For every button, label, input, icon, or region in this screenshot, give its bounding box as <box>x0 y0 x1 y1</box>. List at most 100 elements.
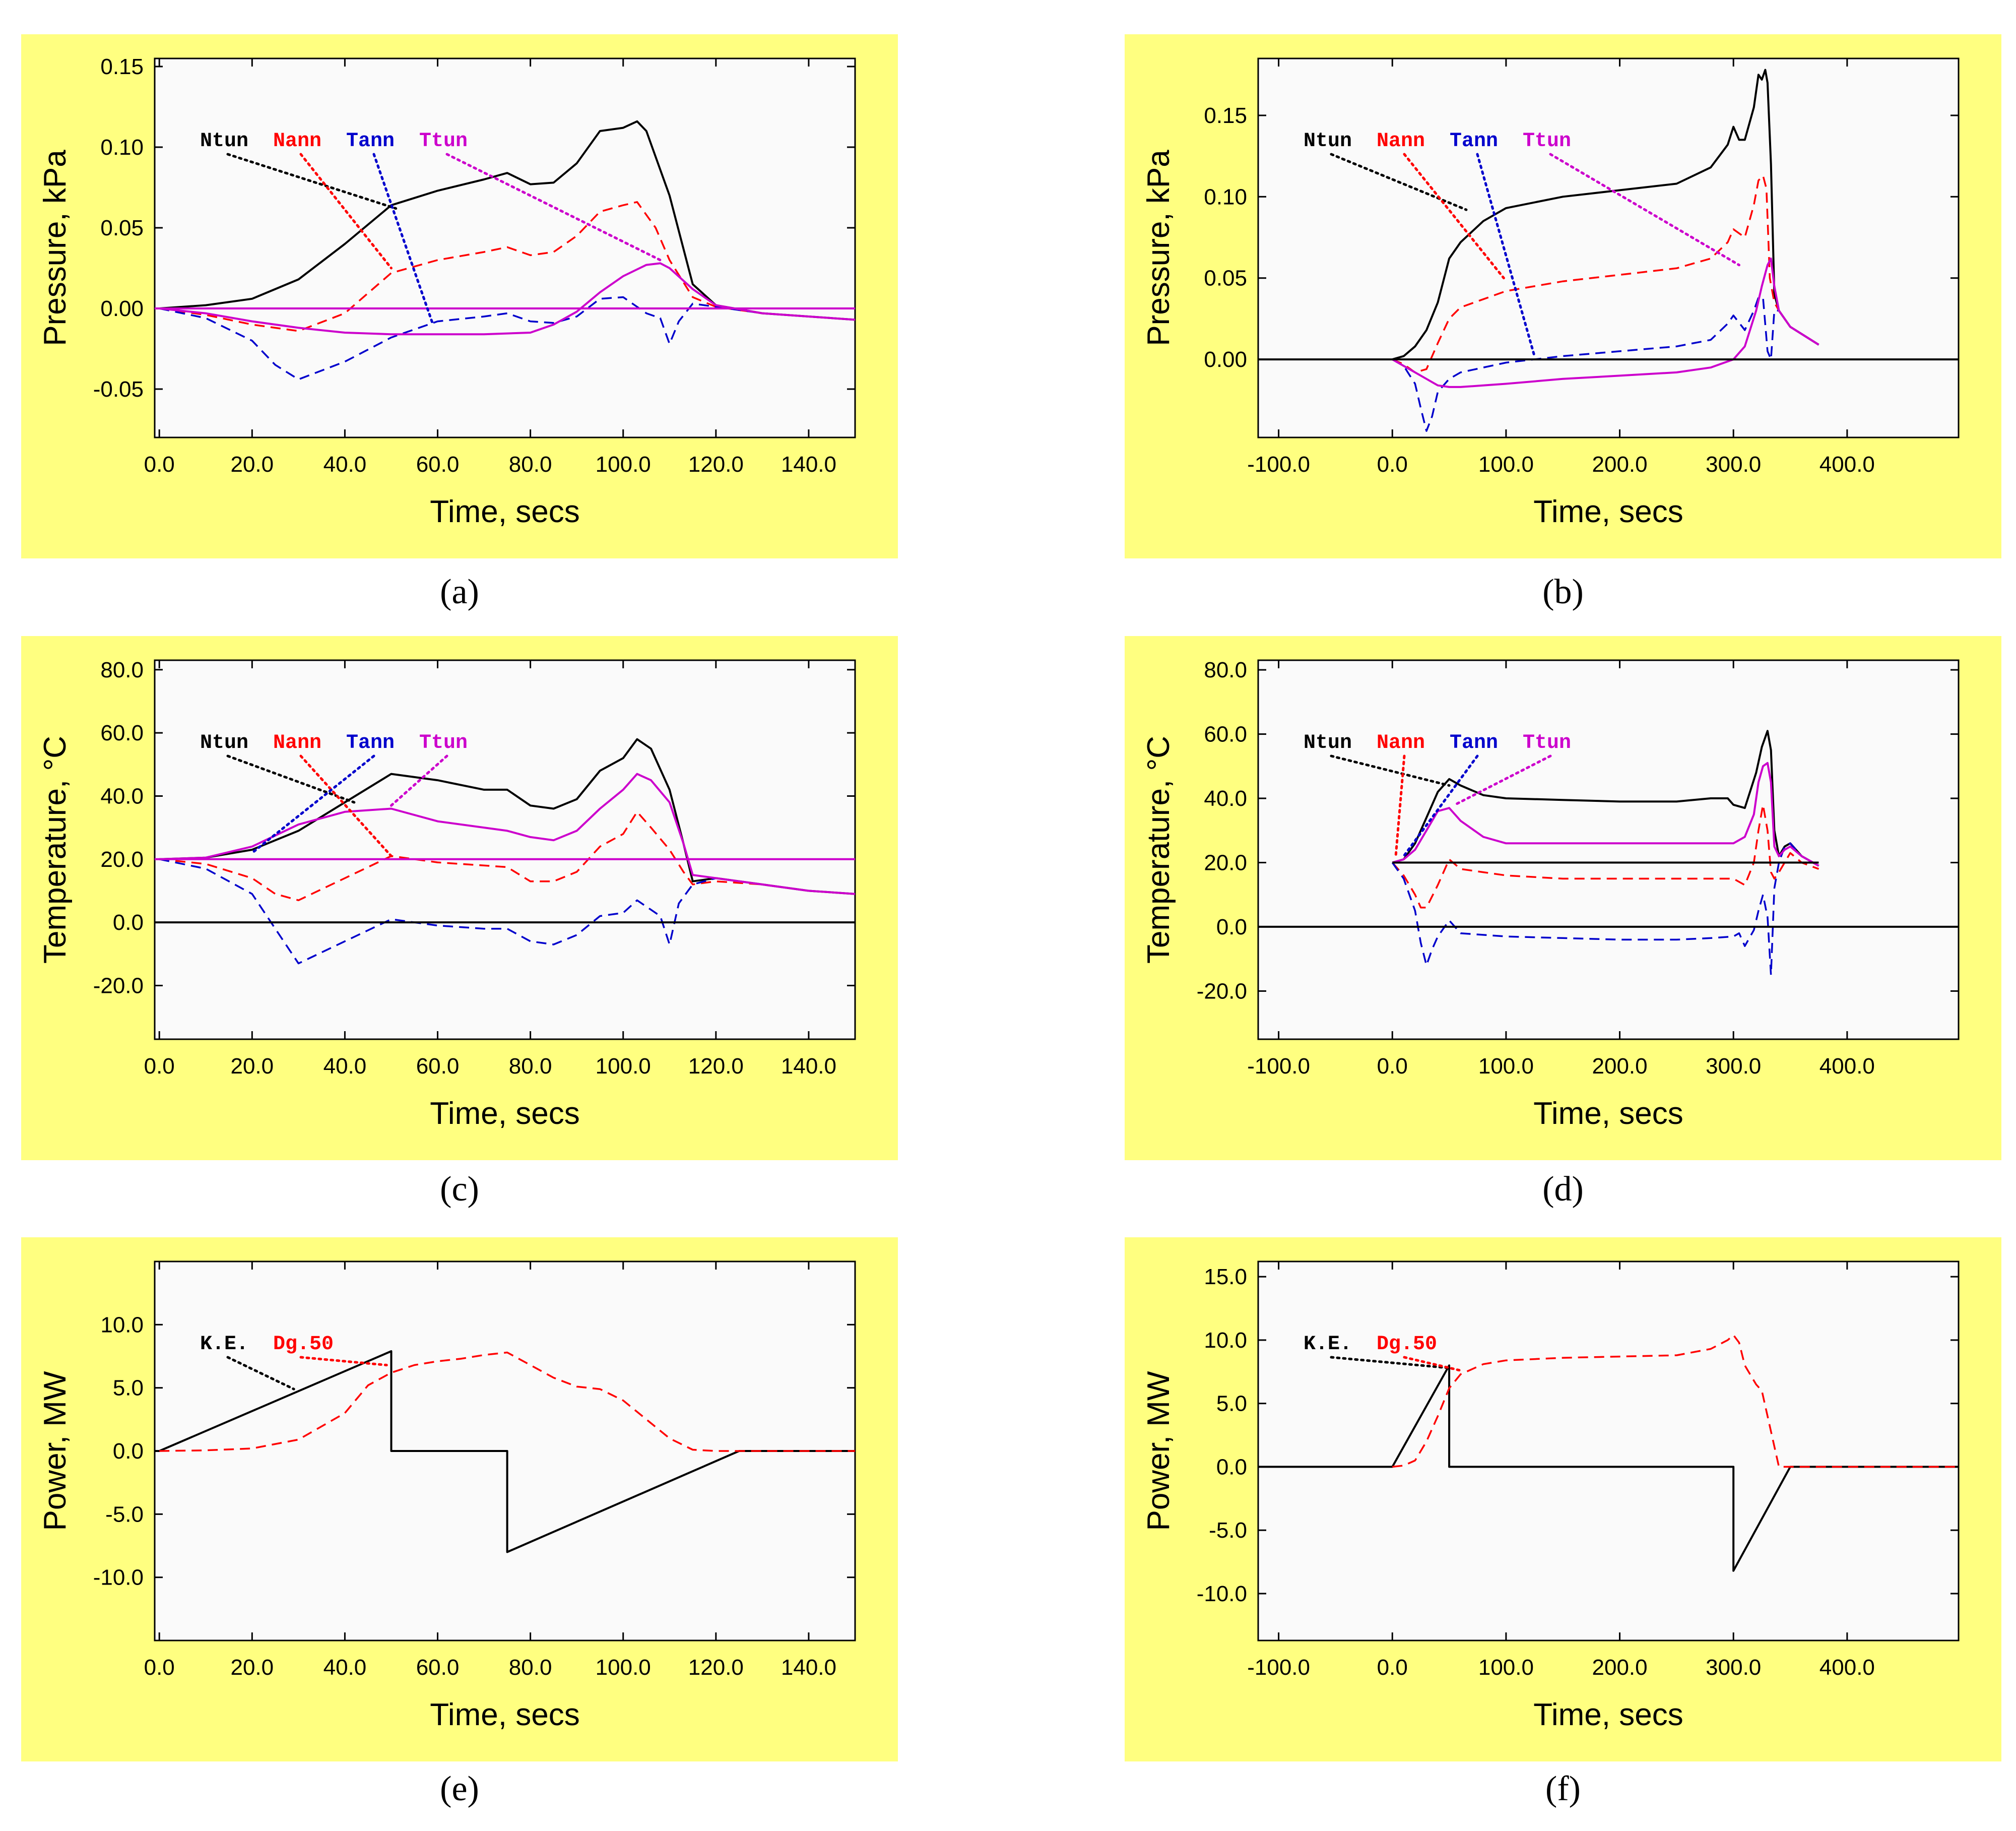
series-line-dg-50 <box>159 1351 855 1452</box>
y-tick-label: 0.0 <box>113 1439 144 1464</box>
x-tick-label: 400.0 <box>1819 1655 1875 1680</box>
x-tick-label: 60.0 <box>416 452 460 477</box>
y-tick-label: 0.0 <box>1216 1455 1247 1479</box>
legend-leader-line <box>1394 754 1406 858</box>
x-tick-label: 20.0 <box>230 1054 274 1079</box>
legend-label: Ntun <box>200 732 248 754</box>
chart-svg-a: 0.0 20.0 40.0 60.0 80.0 100.0 120.0 140.0 -0.05 0… <box>38 54 856 529</box>
series-group <box>155 738 855 965</box>
legend-label: K.E. <box>1304 1333 1352 1356</box>
y-tick-label: -10.0 <box>93 1565 144 1590</box>
y-tick-label: 20.0 <box>1204 850 1247 875</box>
x-axis-label: Time, secs <box>430 1697 579 1732</box>
x-tick-label: 20.0 <box>230 1655 274 1680</box>
y-axis-label: Power, MW <box>1141 1371 1176 1531</box>
chart-panel-e: 0.0 20.0 40.0 60.0 80.0 100.0 120.0 140.0 -10.0 -… <box>21 1237 898 1761</box>
y-axis-label: Temperature, °C <box>1141 736 1176 964</box>
x-tick-label: 80.0 <box>509 452 552 477</box>
series-line-ttun <box>159 773 855 895</box>
series-line-ttun <box>1392 762 1819 867</box>
series-line-ntun <box>159 738 855 895</box>
legend-leader-line <box>250 754 375 854</box>
legend-label: Tann <box>1450 732 1498 754</box>
x-tick-label: 100.0 <box>596 1054 651 1079</box>
legend-leader-line <box>1403 1356 1462 1372</box>
series-group <box>1258 1334 1959 1572</box>
series-line-tann <box>1391 842 1819 976</box>
series-line-dg-50 <box>1392 1334 1959 1468</box>
legend-label: Dg.50 <box>273 1333 334 1356</box>
x-tick-label: 100.0 <box>1478 452 1534 477</box>
y-tick-label: 0.0 <box>113 910 144 935</box>
series-line-tann <box>1392 296 1819 432</box>
legend-leader-line <box>226 1356 295 1391</box>
x-tick-label: 100.0 <box>1478 1655 1534 1680</box>
y-tick-label: 0.00 <box>1204 347 1247 372</box>
legend-label: Tann <box>346 732 395 754</box>
plot-area <box>154 659 856 1040</box>
x-tick-label: 80.0 <box>509 1655 552 1680</box>
y-tick-label: -20.0 <box>1197 979 1247 1003</box>
x-axis-label: Time, secs <box>1533 494 1683 529</box>
legend-leader-line <box>1330 153 1468 211</box>
y-tick-label: -5.0 <box>105 1502 144 1527</box>
x-tick-label: 300.0 <box>1706 1054 1761 1079</box>
y-tick-label: 40.0 <box>100 784 144 808</box>
legend-label: Tann <box>346 130 395 153</box>
chart-panel-a: 0.0 20.0 40.0 60.0 80.0 100.0 120.0 140.0 -0.05 0… <box>21 34 898 558</box>
legend-leader-line <box>389 754 448 807</box>
y-axis-label: Temperature, °C <box>38 736 73 964</box>
plot-area <box>1257 57 1960 438</box>
x-tick-label: 40.0 <box>323 1655 367 1680</box>
x-tick-label: 40.0 <box>323 452 367 477</box>
legend-leader-line <box>299 153 393 270</box>
x-axis-label: Time, secs <box>1533 1096 1683 1131</box>
series-group <box>1258 69 1959 432</box>
plot-area <box>154 57 856 438</box>
y-tick-label: -10.0 <box>1197 1582 1247 1606</box>
legend-label: Nann <box>1377 130 1425 153</box>
legend-label: Ntun <box>1304 130 1352 153</box>
legend-leader-line <box>299 754 393 858</box>
y-tick-label: 0.0 <box>1216 915 1247 939</box>
series-line-nann <box>1392 174 1819 373</box>
x-tick-label: 140.0 <box>781 1655 836 1680</box>
x-tick-label: 120.0 <box>688 1655 744 1680</box>
y-tick-label: 0.10 <box>1204 184 1247 209</box>
y-tick-label: 60.0 <box>1204 722 1247 747</box>
legend-label: Nann <box>1377 732 1425 754</box>
series-line-k-e- <box>1258 1364 1959 1572</box>
caption-f: (f) <box>1545 1770 1581 1808</box>
legend-leader-line <box>1330 754 1451 787</box>
x-axis-label: Time, secs <box>430 494 579 529</box>
x-axis-label: Time, secs <box>1533 1697 1683 1732</box>
x-tick-label: 300.0 <box>1706 452 1761 477</box>
x-tick-label: 200.0 <box>1592 452 1648 477</box>
series-group <box>155 120 855 381</box>
series-line-ttun <box>1392 258 1819 388</box>
legend-label: Tann <box>1450 130 1498 153</box>
y-tick-label: 0.15 <box>100 54 144 79</box>
legend-label: K.E. <box>200 1333 248 1356</box>
series-line-k-e- <box>155 1350 855 1553</box>
y-tick-label: 80.0 <box>1204 658 1247 682</box>
series-line-tann <box>159 296 855 381</box>
legend-leader-line <box>226 754 356 804</box>
x-tick-label: 0.0 <box>1377 1054 1408 1079</box>
x-tick-label: 100.0 <box>1478 1054 1534 1079</box>
x-tick-label: 0.0 <box>144 1655 175 1680</box>
chart-svg-d: -100.0 0.0 100.0 200.0 300.0 400.0 -20.0 0.0 20.… <box>1141 658 1960 1131</box>
y-tick-label: 0.15 <box>1204 103 1247 128</box>
caption-d: (d) <box>1542 1170 1584 1209</box>
chart-panel-b: -100.0 0.0 100.0 200.0 300.0 400.0 0.00 0.05 0.1… <box>1125 34 2001 558</box>
chart-panel-f: -100.0 0.0 100.0 200.0 300.0 400.0 -10.0 -5.0 0.… <box>1125 1237 2001 1761</box>
x-tick-label: -100.0 <box>1247 1054 1310 1079</box>
legend-label: Ttun <box>1523 130 1571 153</box>
legend-leader-line <box>299 1356 388 1367</box>
x-tick-label: 140.0 <box>781 1054 836 1079</box>
legend-label: Ntun <box>200 130 248 153</box>
series-group <box>155 1350 855 1553</box>
x-tick-label: 60.0 <box>416 1655 460 1680</box>
x-tick-label: 120.0 <box>688 452 744 477</box>
caption-e: (e) <box>440 1770 479 1808</box>
